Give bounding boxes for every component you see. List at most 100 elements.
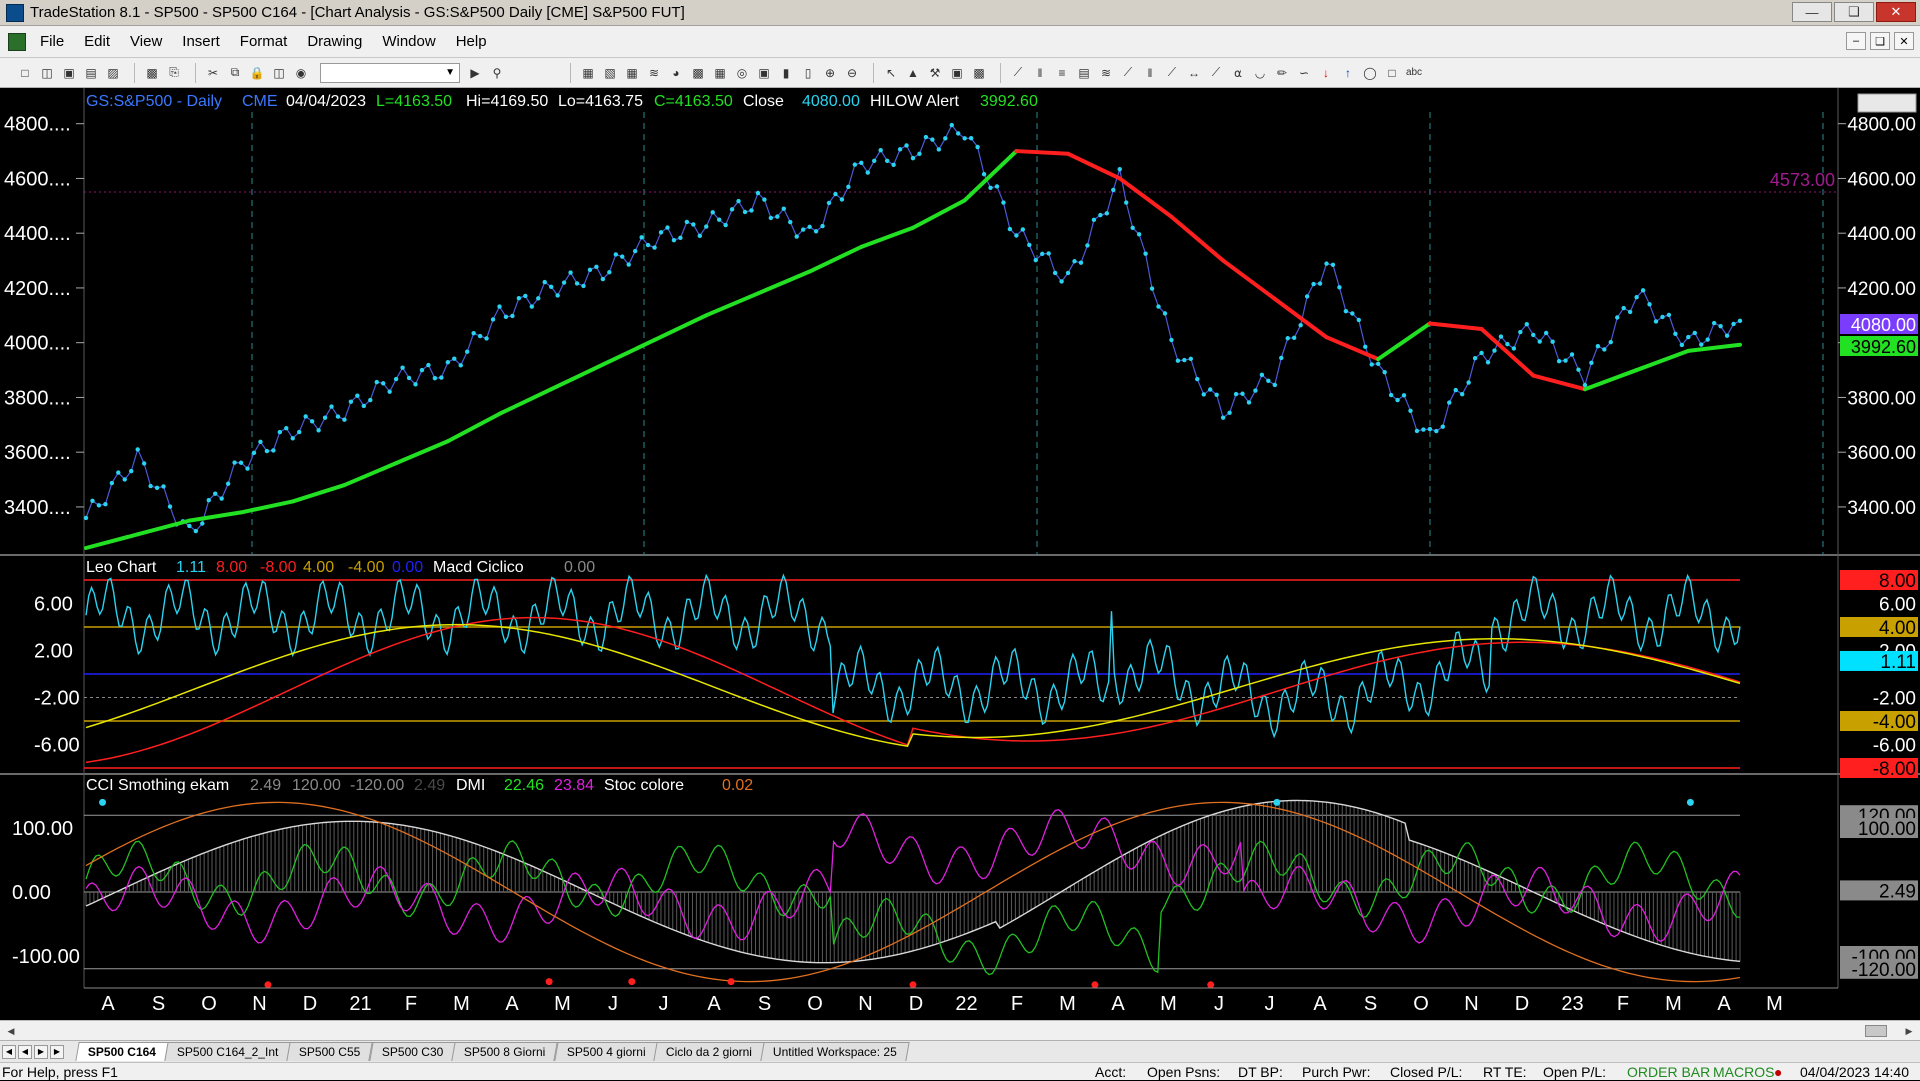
pencil-icon[interactable]: ✏	[1276, 65, 1288, 80]
radar-icon[interactable]: ◎	[736, 65, 748, 80]
channel-icon[interactable]: ▤	[1078, 65, 1090, 80]
menu-drawing[interactable]: Drawing	[307, 33, 363, 50]
pointer-icon[interactable]: ↖	[885, 65, 897, 80]
price-point	[329, 404, 334, 409]
fan-icon[interactable]: ⍺	[1234, 65, 1242, 80]
tab-ciclo-2-giorni[interactable]: Ciclo da 2 giorni	[653, 1042, 766, 1061]
circle-icon[interactable]: ◯	[1363, 65, 1377, 80]
up-arrow-icon[interactable]: ↑	[1345, 65, 1351, 80]
scroll-thumb[interactable]	[1865, 1025, 1887, 1037]
tab-sp500-8-giorni[interactable]: SP500 8 Giorni	[451, 1042, 559, 1061]
ma-segment	[704, 291, 760, 318]
analysis-icon[interactable]: ▲	[907, 65, 919, 80]
tab-next-icon[interactable]: ▶	[34, 1044, 48, 1059]
tab-sp500-4-giorni[interactable]: SP500 4 giorni	[553, 1042, 659, 1061]
speedline-icon[interactable]: ⟋	[1167, 65, 1177, 79]
scroll-right-icon[interactable]: ▶	[1905, 1025, 1913, 1036]
tab-sp500-c164[interactable]: SP500 C164	[75, 1042, 169, 1061]
copy-icon[interactable]: ⧉	[230, 65, 240, 79]
fib-icon[interactable]: ≋	[1100, 65, 1112, 80]
down-arrow-icon[interactable]: ↓	[1323, 65, 1329, 80]
mdi-restore-button[interactable]: ❑	[1870, 32, 1890, 50]
price-point	[1072, 259, 1077, 264]
lo-label: Lo=4163.75	[558, 93, 643, 110]
zoom-out-icon[interactable]: ⊖	[846, 65, 858, 80]
chart-svg[interactable]: 4800.... 4600.... 4400.... 4200.... 4000....…	[0, 88, 1920, 1020]
close-button[interactable]: ✕	[1876, 2, 1916, 22]
price-point	[432, 376, 438, 381]
curve-icon[interactable]: ∽	[1298, 65, 1310, 80]
price-point	[923, 134, 929, 140]
tab-last-icon[interactable]: ▶	[50, 1044, 64, 1059]
gann-icon[interactable]: ⟋	[1123, 65, 1133, 79]
tab-first-icon[interactable]: ◀	[2, 1044, 16, 1059]
chart-doc-icon[interactable]	[8, 32, 26, 51]
scroll-left-icon[interactable]: ◀	[7, 1025, 15, 1036]
status-macros[interactable]: MACROS	[1713, 1064, 1775, 1080]
paste-icon[interactable]: ◫	[273, 65, 285, 80]
menu-insert[interactable]: Insert	[182, 33, 220, 50]
menu-file[interactable]: File	[40, 33, 65, 50]
symbol-dropdown[interactable]: ▼	[320, 62, 460, 83]
new-icon[interactable]: □	[21, 65, 29, 80]
mdi-close-button[interactable]: ✕	[1894, 32, 1914, 50]
x-tick-label: S	[1364, 993, 1377, 1015]
mdi-minimize-button[interactable]: –	[1846, 32, 1866, 50]
scanner-icon[interactable]: ◕	[672, 65, 680, 80]
regression-icon[interactable]: ⟋	[1211, 65, 1221, 79]
quote-icon[interactable]: ▦	[582, 65, 594, 80]
arc-icon[interactable]: ◡	[1254, 65, 1266, 80]
open-folder-icon[interactable]: ◫	[41, 65, 53, 80]
horizontal-line-icon[interactable]: ≡	[1058, 65, 1066, 80]
lock-icon[interactable]: 🔒	[249, 65, 265, 80]
matrix-icon[interactable]: ▦	[714, 65, 726, 80]
zoom-in-icon[interactable]: ⊕	[824, 65, 836, 80]
ma-segment	[1427, 321, 1484, 331]
trendline-icon[interactable]: ⟋	[1013, 65, 1023, 79]
minimize-button[interactable]: —	[1792, 2, 1832, 22]
vertical-line-icon[interactable]: ‖	[1037, 65, 1043, 80]
menu-view[interactable]: View	[130, 33, 163, 50]
portfolio-icon[interactable]: ▩	[692, 65, 704, 80]
cut-icon[interactable]: ✂	[207, 65, 219, 80]
rectangle-icon[interactable]: □	[1388, 65, 1396, 80]
tab-prev-icon[interactable]: ◀	[18, 1044, 32, 1059]
strategy-icon[interactable]: ▣	[758, 65, 770, 80]
menu-window[interactable]: Window	[382, 33, 436, 50]
print-icon[interactable]: ⎘	[169, 65, 179, 79]
subwindow-controls[interactable]	[1857, 93, 1917, 113]
menu-help[interactable]: Help	[455, 33, 487, 50]
andrews-icon[interactable]: ‖	[1147, 65, 1153, 80]
price-point	[445, 360, 451, 365]
tools-icon[interactable]: ⚒	[929, 65, 941, 80]
bar-chart-icon[interactable]: ▮	[782, 65, 790, 80]
price-point	[1324, 261, 1329, 266]
leo-title: Leo Chart	[86, 559, 157, 576]
indicator-icon[interactable]: ▣	[951, 65, 963, 80]
arrow-icon[interactable]: ↔	[1188, 65, 1200, 80]
status-order-bar[interactable]: ORDER BAR	[1627, 1064, 1711, 1080]
menu-edit[interactable]: Edit	[84, 33, 111, 50]
palette-icon[interactable]: ◉	[295, 65, 307, 80]
briefcase-icon[interactable]: ▨	[107, 65, 119, 80]
play-icon[interactable]: ▶	[470, 65, 480, 80]
save-icon[interactable]: ▣	[63, 65, 75, 80]
grid-icon[interactable]: ▦	[626, 65, 638, 80]
tab-sp500-c55[interactable]: SP500 C55	[286, 1042, 374, 1061]
news-icon[interactable]: ▧	[604, 65, 616, 80]
tab-sp500-c30[interactable]: SP500 C30	[369, 1042, 456, 1061]
horizontal-scrollbar[interactable]: ◀ ▶	[0, 1020, 1920, 1040]
chart-analysis-window[interactable]: 4800.... 4600.... 4400.... 4200.... 4000....…	[0, 88, 1920, 1020]
tab-untitled-workspace[interactable]: Untitled Workspace: 25	[760, 1042, 910, 1061]
format-icon[interactable]: ▩	[973, 65, 985, 80]
price-point	[1291, 335, 1297, 341]
print-preview-icon[interactable]: ▩	[146, 65, 158, 80]
maximize-button[interactable]: ❑	[1834, 2, 1874, 22]
tab-sp500-c164-2-int[interactable]: SP500 C164_2_Int	[164, 1042, 292, 1061]
text-icon[interactable]: abc	[1405, 67, 1423, 78]
workspace-icon[interactable]: ▤	[85, 65, 97, 80]
chart-icon[interactable]: ≋	[648, 65, 660, 80]
menu-format[interactable]: Format	[239, 33, 288, 50]
candle-icon[interactable]: ▯	[804, 65, 812, 80]
find-icon[interactable]: ⚲	[492, 65, 502, 80]
